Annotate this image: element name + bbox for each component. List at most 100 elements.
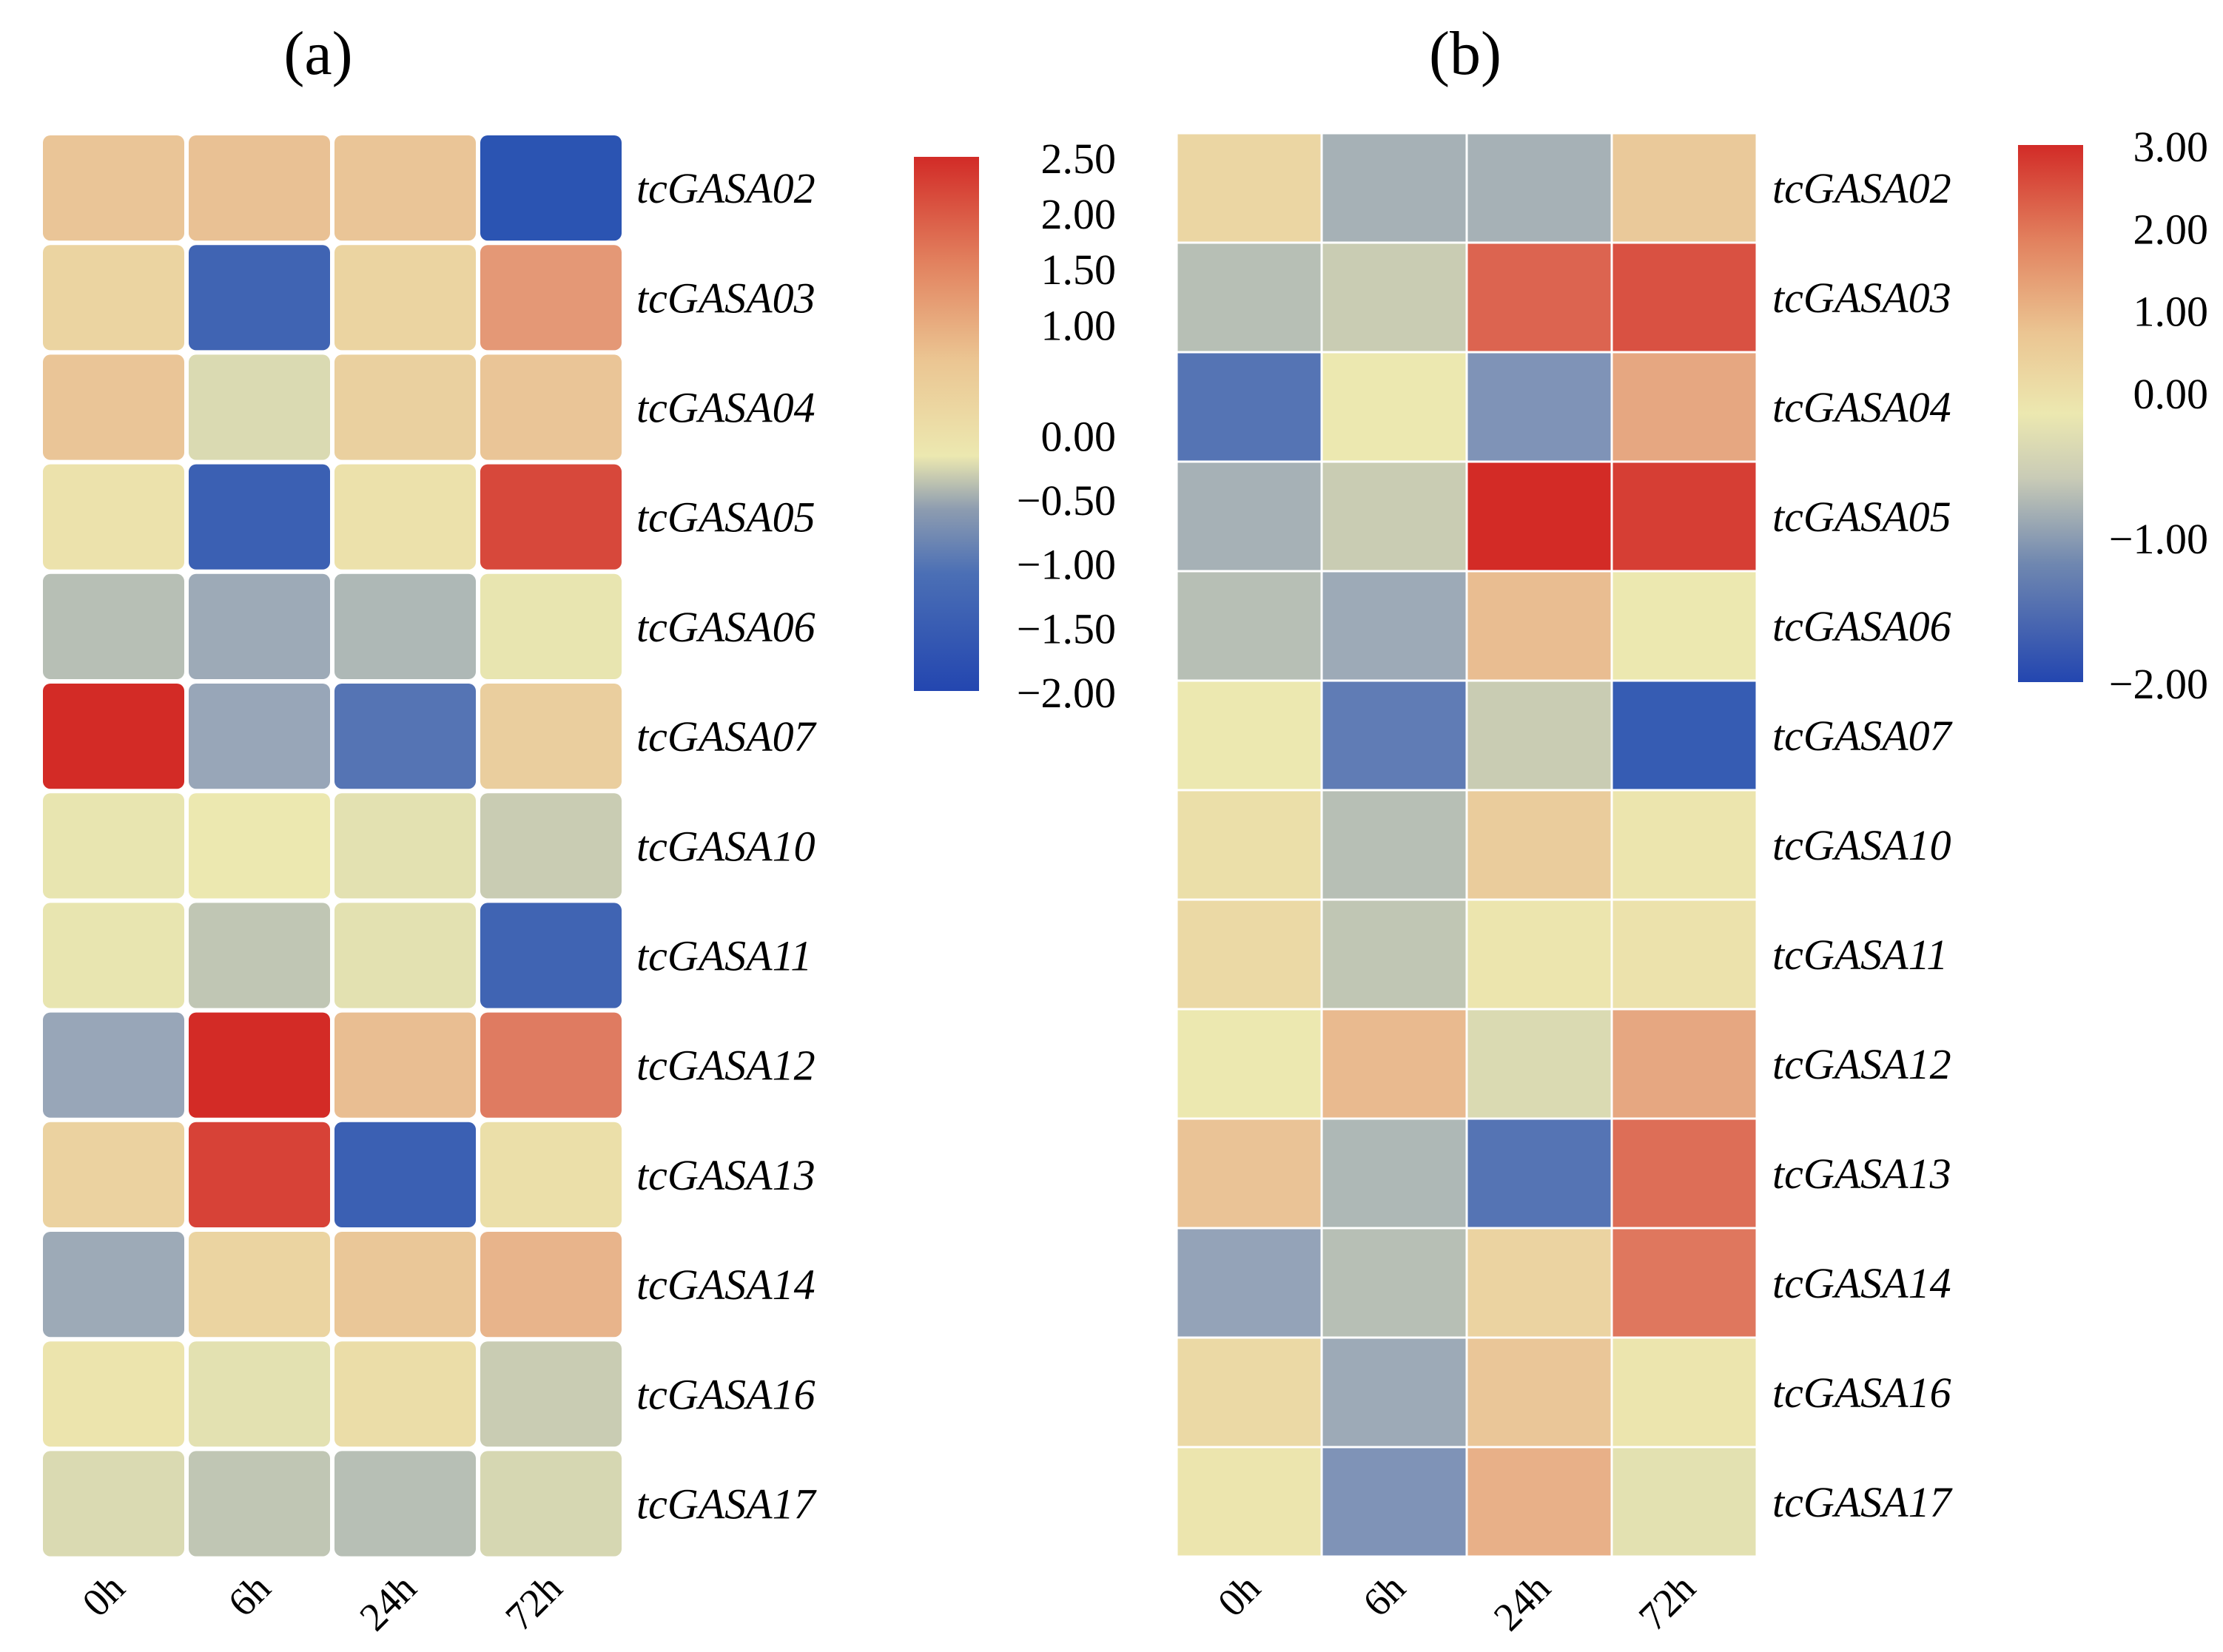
row-label: tcGASA16 (1772, 1369, 1951, 1417)
heatmap-cell (1612, 1448, 1756, 1556)
heatmap-cell (43, 1012, 184, 1118)
heatmap-cell (1177, 1338, 1321, 1446)
colorbar-tick-label: −1.00 (2109, 515, 2208, 563)
heatmap-cell (334, 1012, 476, 1118)
heatmap-cell (1467, 243, 1611, 351)
heatmap-cell (43, 464, 184, 570)
heatmap-cells-a (43, 135, 622, 1557)
colorbar-tick-label: −2.00 (1017, 669, 1116, 717)
row-label: tcGASA02 (1772, 164, 1951, 212)
heatmap-cell (1177, 243, 1321, 351)
column-label: 72h (497, 1565, 571, 1639)
colorbar-tick-label: −1.50 (1017, 604, 1116, 653)
heatmap-cell (480, 684, 622, 789)
heatmap-cell (334, 1232, 476, 1338)
heatmap-cell (334, 573, 476, 679)
heatmap-cell (480, 245, 622, 351)
heatmap-cell (43, 245, 184, 351)
heatmap-cell (1612, 1229, 1756, 1337)
heatmap-cell (480, 1122, 622, 1227)
row-label: tcGASA04 (1772, 383, 1951, 431)
row-label: tcGASA06 (1772, 602, 1951, 650)
heatmap-cell (1467, 353, 1611, 461)
heatmap-cell (1612, 243, 1756, 351)
heatmap-cell (189, 1451, 330, 1557)
heatmap-cell (43, 1232, 184, 1338)
heatmap-cell (43, 1451, 184, 1557)
heatmap-cell (1322, 572, 1466, 680)
heatmap-cell (1322, 353, 1466, 461)
row-label: tcGASA07 (1772, 712, 1953, 760)
heatmap-cell (480, 354, 622, 460)
heatmap-cell (43, 793, 184, 899)
heatmap-cell (334, 1341, 476, 1447)
heatmap-cell (480, 793, 622, 899)
heatmap-cell (1177, 353, 1321, 461)
heatmap-cell (480, 1012, 622, 1118)
heatmap-cell (1467, 134, 1611, 242)
heatmap-cell (1467, 900, 1611, 1008)
colorbar-tick-label: 2.00 (1041, 190, 1117, 238)
heatmap-cell (480, 1451, 622, 1557)
heatmap-cell (334, 1122, 476, 1227)
heatmap-cell (480, 1341, 622, 1447)
heatmap-cell (1467, 572, 1611, 680)
heatmap-cell (189, 1232, 330, 1338)
colorbar-tick-label: 3.00 (2133, 123, 2209, 171)
row-label: tcGASA03 (1772, 274, 1951, 322)
heatmap-cell (1322, 681, 1466, 789)
heatmap-cell (1612, 681, 1756, 789)
heatmap-panel-a: (a) tcGASA02tcGASA03tcGASA04tcGASA05tcGA… (43, 19, 1116, 1639)
heatmap-cell (189, 793, 330, 899)
row-label: tcGASA17 (636, 1480, 817, 1528)
row-label: tcGASA11 (1772, 931, 1948, 979)
colorbar-tick-label: 1.00 (2133, 288, 2209, 336)
row-label: tcGASA06 (636, 603, 815, 651)
row-label: tcGASA16 (636, 1370, 815, 1418)
row-label: tcGASA04 (636, 384, 815, 432)
heatmap-cell (1322, 243, 1466, 351)
heatmap-cell (43, 354, 184, 460)
heatmap-cell (480, 135, 622, 241)
colorbar-gradient-a (914, 157, 979, 691)
colorbar-tick-label: 1.50 (1041, 246, 1117, 294)
heatmap-cell (1322, 1119, 1466, 1227)
colorbar-tick-label: 2.00 (2133, 205, 2209, 253)
row-label: tcGASA07 (636, 712, 817, 761)
heatmap-cell (189, 1122, 330, 1227)
heatmap-cell (1322, 900, 1466, 1008)
colorbar-a: 2.50 2.00 1.50 1.00 0.00 −0.50 −1.00 −1.50 −2.00 (914, 135, 1116, 717)
heatmap-cell (1322, 1448, 1466, 1556)
heatmap-cell (189, 135, 330, 241)
heatmap-cell (1177, 462, 1321, 570)
heatmap-cell (334, 1451, 476, 1557)
heatmap-cell (1612, 1338, 1756, 1446)
row-label: tcGASA02 (636, 164, 815, 212)
colorbar-tick-label: −1.00 (1017, 541, 1116, 589)
heatmap-cell (189, 245, 330, 351)
heatmap-cell (43, 1122, 184, 1227)
heatmap-cell (1177, 681, 1321, 789)
row-label: tcGASA14 (1772, 1259, 1951, 1307)
heatmap-cell (1177, 791, 1321, 899)
heatmap-cell (1177, 572, 1321, 680)
row-label: tcGASA14 (636, 1261, 815, 1309)
heatmap-cell (1322, 791, 1466, 899)
heatmap-cell (1467, 1119, 1611, 1227)
heatmap-cell (1177, 900, 1321, 1008)
heatmap-cell (43, 573, 184, 679)
heatmap-cell (189, 684, 330, 789)
colorbar-tick-label: −0.50 (1017, 476, 1116, 525)
heatmap-cell (480, 903, 622, 1008)
heatmap-cell (1612, 134, 1756, 242)
colorbar-gradient-b (2018, 145, 2083, 682)
heatmap-cell (1467, 1229, 1611, 1337)
column-labels-b: 0h 6h 24h 72h (1209, 1565, 1704, 1639)
heatmap-cell (1612, 1119, 1756, 1227)
heatmap-cell (334, 354, 476, 460)
heatmap-cell (189, 573, 330, 679)
column-label: 0h (73, 1565, 133, 1625)
colorbar-ticks-b: 3.00 2.00 1.00 0.00 −1.00 −2.00 (2109, 123, 2208, 708)
heatmap-cell (1322, 134, 1466, 242)
colorbar-tick-label: 1.00 (1041, 301, 1117, 349)
